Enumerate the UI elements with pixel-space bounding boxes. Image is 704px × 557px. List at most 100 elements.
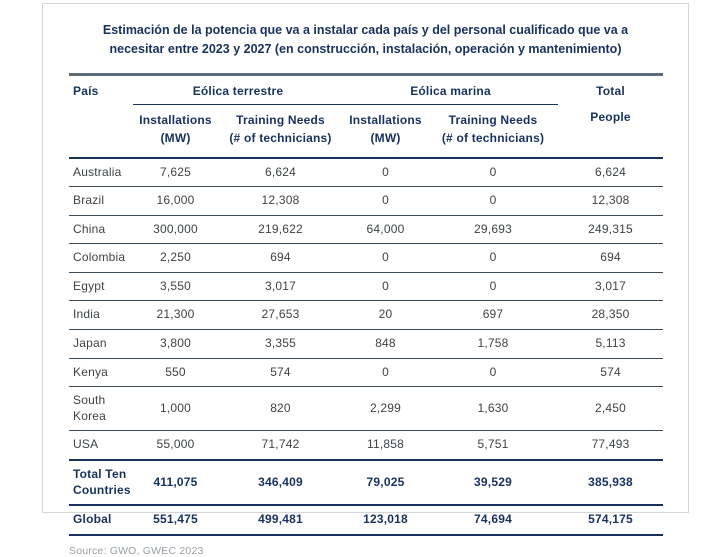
value-cell-m_mw: 20	[343, 300, 428, 330]
value-cell-m_tn: 39,529	[428, 459, 559, 506]
value-cell-m_tn: 0	[428, 186, 559, 216]
country-cell: India	[69, 300, 133, 330]
table-row: Global 551,475 499,481 123,018 74,694 574,175	[69, 504, 664, 536]
value-cell-m_tn: 697	[428, 300, 559, 330]
column-group-eolica-terrestre: Eólica terrestre	[133, 72, 343, 105]
value-cell-total: 694	[558, 243, 664, 273]
value-cell-m_tn: 1,758	[428, 329, 559, 359]
column-header-pais: País	[69, 72, 133, 159]
header-sub-row: Installations (MW) Training Needs (# of …	[69, 104, 663, 159]
value-cell-total: 2,450	[558, 386, 664, 431]
value-cell-m_mw: 2,299	[343, 386, 428, 431]
column-header-marina-training-needs: Training Needs (# of technicians)	[428, 104, 559, 159]
mw-unit-label: (MW)	[160, 130, 191, 145]
country-cell: China	[69, 214, 133, 244]
table-body: Australia 7,625 6,624 0 0 6,624 Brazil 16,000 12…	[69, 156, 664, 536]
column-header-terrestre-installations: Installations (MW)	[133, 104, 218, 159]
value-cell-t_tn: 346,409	[218, 459, 343, 506]
value-cell-m_tn: 29,693	[428, 214, 559, 244]
people-label: People	[590, 109, 631, 124]
country-cell: Global	[69, 504, 133, 536]
value-cell-t_mw: 21,300	[133, 300, 218, 330]
country-cell: Total Ten Countries	[69, 459, 133, 506]
value-cell-total: 574	[558, 357, 664, 387]
value-cell-m_mw: 0	[343, 271, 428, 301]
table-row: Japan 3,800 3,355 848 1,758 5,113	[69, 329, 664, 359]
value-cell-t_mw: 3,550	[133, 271, 218, 301]
table-container: País Eólica terrestre Eólica marina Tota…	[43, 72, 688, 536]
value-cell-total: 249,315	[558, 214, 664, 244]
value-cell-total: 77,493	[558, 430, 664, 461]
value-cell-m_tn: 0	[428, 156, 559, 187]
country-cell: Australia	[69, 156, 133, 187]
value-cell-t_mw: 300,000	[133, 214, 218, 244]
value-cell-t_tn: 6,624	[218, 156, 343, 187]
figure-box: Estimación de la potencia que va a insta…	[42, 3, 689, 557]
table-row: Egypt 3,550 3,017 0 0 3,017	[69, 271, 664, 301]
value-cell-t_tn: 694	[218, 243, 343, 273]
value-cell-total: 3,017	[558, 271, 664, 301]
value-cell-t_mw: 7,625	[133, 156, 218, 187]
table-row: USA 55,000 71,742 11,858 5,751 77,493	[69, 430, 664, 461]
estimates-table: País Eólica terrestre Eólica marina Tota…	[69, 72, 664, 536]
value-cell-m_mw: 0	[343, 186, 428, 216]
value-cell-total: 5,113	[558, 329, 664, 359]
value-cell-m_mw: 79,025	[343, 459, 428, 506]
value-cell-t_tn: 71,742	[218, 430, 343, 461]
country-cell: Colombia	[69, 243, 133, 273]
value-cell-t_mw: 550	[133, 357, 218, 387]
country-cell: Egypt	[69, 271, 133, 301]
country-cell: Japan	[69, 329, 133, 359]
value-cell-t_tn: 3,355	[218, 329, 343, 359]
value-cell-m_tn: 1,630	[428, 386, 559, 431]
column-header-total-people: Total People	[558, 72, 664, 159]
value-cell-m_tn: 5,751	[428, 430, 559, 461]
value-cell-m_tn: 0	[428, 243, 559, 273]
country-cell: Brazil	[69, 186, 133, 216]
value-cell-m_mw: 0	[343, 357, 428, 387]
training-needs-label: Training Needs	[236, 112, 325, 127]
value-cell-m_mw: 0	[343, 243, 428, 273]
total-label: Total	[596, 83, 625, 98]
value-cell-m_mw: 0	[343, 156, 428, 187]
source-note: Source: GWO, GWEC 2023	[69, 544, 204, 557]
value-cell-m_tn: 0	[428, 357, 559, 387]
value-cell-t_mw: 2,250	[133, 243, 218, 273]
value-cell-t_tn: 3,017	[218, 271, 343, 301]
mw-unit-label: (MW)	[370, 130, 401, 145]
training-needs-label: Training Needs	[448, 112, 538, 127]
table-header: País Eólica terrestre Eólica marina Tota…	[69, 72, 664, 159]
value-cell-t_tn: 12,308	[218, 186, 343, 216]
table-row: Australia 7,625 6,624 0 0 6,624	[69, 156, 664, 187]
table-row: Kenya 550 574 0 0 574	[69, 357, 664, 387]
table-row: India 21,300 27,653 20 697 28,350	[69, 300, 664, 330]
value-cell-m_tn: 74,694	[428, 504, 559, 536]
installations-label: Installations	[349, 112, 422, 127]
table-row: Colombia 2,250 694 0 0 694	[69, 243, 664, 273]
value-cell-m_mw: 848	[343, 329, 428, 359]
value-cell-total: 6,624	[558, 156, 664, 187]
value-cell-total: 574,175	[558, 504, 664, 536]
header-group-row: País Eólica terrestre Eólica marina Tota…	[69, 72, 664, 159]
country-cell: South Korea	[69, 386, 133, 431]
value-cell-t_mw: 16,000	[133, 186, 218, 216]
column-header-terrestre-training-needs: Training Needs (# of technicians)	[218, 104, 343, 159]
value-cell-m_mw: 64,000	[343, 214, 428, 244]
technicians-unit-label: (# of technicians)	[441, 130, 545, 145]
column-header-marina-installations: Installations (MW)	[343, 104, 428, 159]
country-cell: Kenya	[69, 357, 133, 387]
value-cell-t_mw: 3,800	[133, 329, 218, 359]
table-row: Brazil 16,000 12,308 0 0 12,308	[69, 186, 664, 216]
installations-label: Installations	[139, 112, 212, 127]
column-group-eolica-marina: Eólica marina	[343, 72, 559, 105]
value-cell-m_mw: 123,018	[343, 504, 428, 536]
value-cell-m_tn: 0	[428, 271, 559, 301]
value-cell-total: 28,350	[558, 300, 664, 330]
table-row: China 300,000 219,622 64,000 29,693 249,315	[69, 214, 664, 244]
table-row: Total Ten Countries 411,075 346,409 79,025 3…	[69, 459, 664, 506]
value-cell-t_mw: 55,000	[133, 430, 218, 461]
value-cell-t_tn: 499,481	[218, 504, 343, 536]
value-cell-total: 12,308	[558, 186, 664, 216]
figure-title: Estimación de la potencia que va a insta…	[102, 23, 629, 56]
value-cell-t_mw: 1,000	[133, 386, 218, 431]
